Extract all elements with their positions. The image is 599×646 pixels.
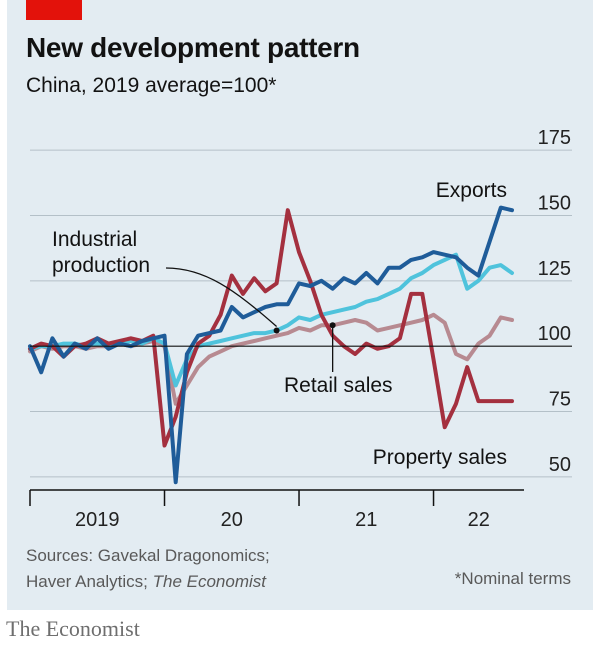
annotations: Industrial production Retail sales Exports P… [52,179,507,469]
y-axis-labels: 50 75 100 125 150 175 [538,127,571,476]
x-tick-label-21: 21 [355,509,377,531]
y-tick-label-125: 125 [538,258,571,280]
label-property-sales-line-1: Property sales [373,446,507,469]
y-tick-label-75: 75 [549,389,571,411]
leader-dot-industrial-production [273,327,280,334]
sources-line-2-italic: The Economist [152,572,266,591]
y-tick-label-150: 150 [538,192,571,214]
sources-line-2-plain: Haver Analytics; [26,572,153,591]
label-industrial-production-line-2: production [52,254,150,277]
series-line-property-sales [28,208,514,448]
y-tick-label-175: 175 [538,127,571,149]
series-line-exports [28,205,514,485]
chart-panel [7,0,593,610]
sources-note: Sources: Gavekal Dragonomics; Haver Anal… [26,543,270,595]
footnote: *Nominal terms [454,569,571,588]
sources-line-1: Sources: Gavekal Dragonomics; [26,546,270,565]
x-tick-label-22: 22 [468,509,490,531]
brand-red-tag [26,0,82,20]
chart-subtitle: China, 2019 average=100* [26,74,277,97]
gridlines [30,149,572,478]
x-tick-label-20: 20 [221,509,243,531]
label-retail-sales-line-1: Retail sales [284,374,393,397]
x-axis: 2019 20 21 22 [29,489,524,531]
chart-title: New development pattern [26,32,360,63]
leader-industrial-production [165,267,278,327]
x-tick-label-2019: 2019 [75,509,120,531]
y-tick-label-100: 100 [538,323,571,345]
sources-line-2: Haver Analytics; The Economist [26,569,270,595]
label-exports-line-1: Exports [436,179,507,202]
leader-dot-retail-sales [329,322,336,329]
y-tick-label-50: 50 [549,454,571,476]
label-industrial-production-line-1: Industrial [52,228,137,251]
publisher-logo: The Economist [6,616,140,641]
